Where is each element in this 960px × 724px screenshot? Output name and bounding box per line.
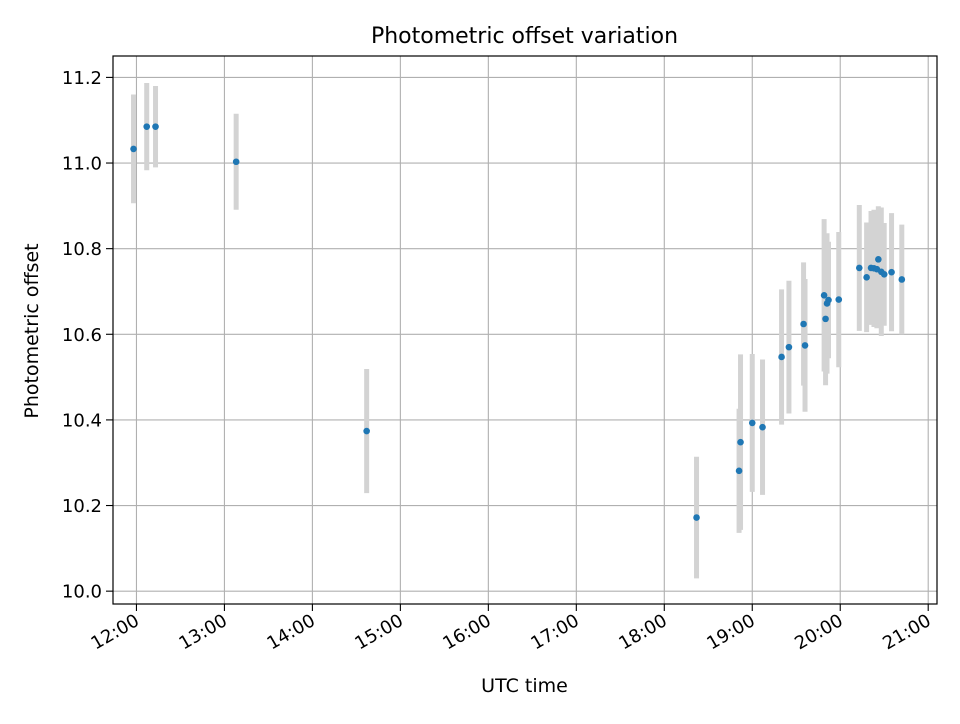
data-point — [822, 315, 829, 323]
y-axis-label: Photometric offset — [21, 243, 43, 418]
x-tick-label: 12:00 — [88, 610, 143, 654]
x-tick-label: 14:00 — [263, 610, 318, 654]
data-point — [143, 123, 151, 130]
data-point — [888, 268, 895, 276]
y-tick-label: 10.2 — [62, 496, 102, 517]
x-tick-label: 15:00 — [351, 610, 406, 654]
data-point — [748, 419, 756, 427]
y-tick-label: 10.6 — [62, 325, 102, 346]
y-tick-label: 10.0 — [62, 582, 102, 603]
errorbar-layer — [131, 82, 905, 579]
data-point — [737, 438, 744, 446]
chart-title: Photometric offset variation — [371, 24, 678, 49]
plot-frame — [112, 55, 938, 605]
data-point — [778, 353, 785, 361]
y-tick-label: 11.2 — [62, 68, 102, 89]
data-point — [825, 296, 832, 304]
x-tick-label: 13:00 — [176, 610, 231, 654]
data-point — [735, 467, 743, 475]
data-point — [130, 145, 137, 153]
data-point — [875, 256, 882, 263]
x-axis-label: UTC time — [481, 675, 568, 697]
data-point — [898, 276, 906, 283]
x-tick-label: 20:00 — [791, 610, 846, 654]
data-point — [880, 271, 888, 278]
x-tick-label: 16:00 — [439, 610, 494, 654]
data-point — [232, 158, 240, 166]
x-tick-label: 17:00 — [527, 610, 582, 654]
data-point — [801, 342, 809, 349]
point-layer — [130, 123, 906, 521]
data-point — [759, 423, 766, 431]
x-tick-label: 21:00 — [879, 610, 934, 654]
data-point — [835, 296, 843, 303]
data-point — [800, 320, 807, 328]
y-tick-label: 11.0 — [62, 154, 102, 175]
data-point — [820, 292, 828, 299]
x-axis-ticks: 12:00 13:00 14:00 15:00 16:00 17:00 18:00 19:00… — [88, 604, 935, 654]
y-tick-label: 10.4 — [62, 410, 102, 431]
grid-layer — [113, 56, 937, 604]
data-point — [693, 514, 700, 521]
data-point — [855, 264, 863, 272]
data-point — [363, 427, 370, 435]
x-tick-label: 19:00 — [703, 610, 758, 654]
data-point — [785, 343, 793, 351]
data-point — [152, 123, 159, 130]
y-tick-label: 10.8 — [62, 239, 102, 260]
data-point — [863, 274, 870, 281]
y-axis-ticks: 10.0 10.2 10.4 10.6 10.8 11.0 11.2 — [62, 68, 113, 603]
x-tick-label: 18:00 — [615, 610, 670, 654]
